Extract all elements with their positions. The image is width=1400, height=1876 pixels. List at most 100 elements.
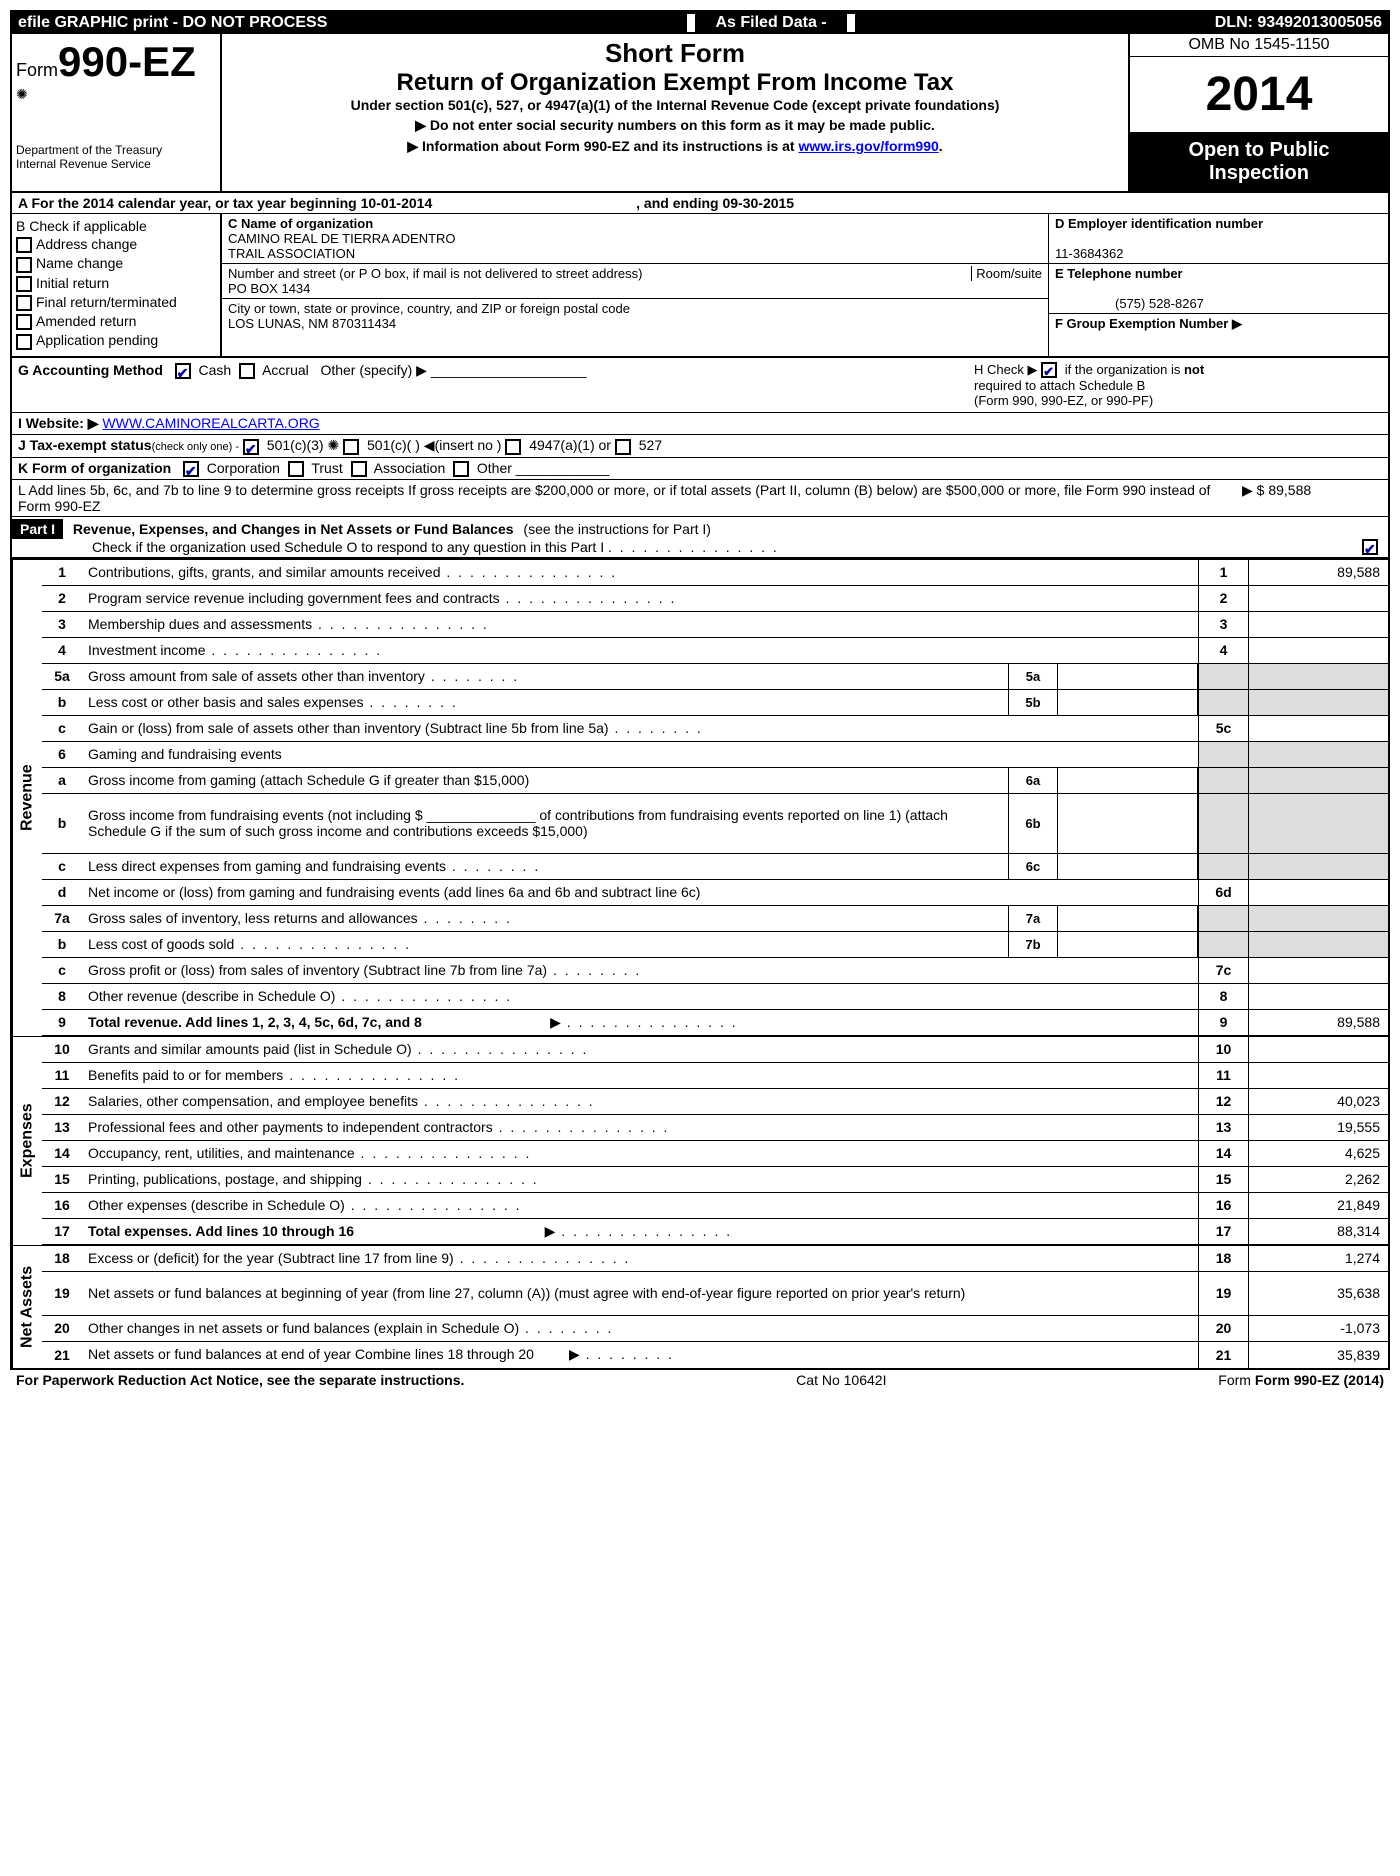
g-row: G Accounting Method Cash Accrual Other (… — [12, 358, 968, 413]
cb-assoc[interactable] — [351, 461, 367, 477]
line-5c: cGain or (loss) from sale of assets othe… — [42, 716, 1388, 742]
cb-initial[interactable]: Initial return — [16, 275, 216, 292]
expenses-section: Expenses 10Grants and similar amounts pa… — [12, 1036, 1388, 1245]
line-20: 20Other changes in net assets or fund ba… — [42, 1316, 1388, 1342]
line-14: 14Occupancy, rent, utilities, and mainte… — [42, 1141, 1388, 1167]
form-990ez: efile GRAPHIC print - DO NOT PROCESS As … — [10, 10, 1390, 1370]
notice-ssn: ▶ Do not enter social security numbers o… — [232, 117, 1118, 134]
org-name-1: CAMINO REAL DE TIERRA ADENTRO — [228, 231, 456, 246]
part1-title: Revenue, Expenses, and Changes in Net As… — [67, 519, 520, 539]
line-6a: aGross income from gaming (attach Schedu… — [42, 768, 1388, 794]
phone: (575) 528-8267 — [1115, 296, 1204, 311]
cb-cash[interactable] — [175, 363, 191, 379]
line-13: 13Professional fees and other payments t… — [42, 1115, 1388, 1141]
org-name-2: TRAIL ASSOCIATION — [228, 246, 355, 261]
cb-trust[interactable] — [288, 461, 304, 477]
line-2: 2Program service revenue including gover… — [42, 586, 1388, 612]
topbar-left: efile GRAPHIC print - DO NOT PROCESS — [18, 14, 327, 32]
line-7c: cGross profit or (loss) from sales of in… — [42, 958, 1388, 984]
topbar-mid: As Filed Data - — [687, 14, 854, 32]
cb-h[interactable] — [1041, 362, 1057, 378]
tax-year: 2014 — [1130, 57, 1388, 133]
line-9: 9Total revenue. Add lines 1, 2, 3, 4, 5c… — [42, 1010, 1388, 1036]
line-6d: dNet income or (loss) from gaming and fu… — [42, 880, 1388, 906]
part1-check: Check if the organization used Schedule … — [92, 539, 604, 555]
k-row: K Form of organization Corporation Trust… — [12, 458, 1388, 480]
line-6b: bGross income from fundraising events (n… — [42, 794, 1388, 854]
cb-4947[interactable] — [505, 439, 521, 455]
website-link[interactable]: WWW.CAMINOREALCARTA.ORG — [102, 415, 319, 431]
f-block: F Group Exemption Number ▶ — [1049, 314, 1388, 334]
cb-501c[interactable] — [343, 439, 359, 455]
col-c: C Name of organization CAMINO REAL DE TI… — [222, 214, 1048, 356]
notice-info: ▶ Information about Form 990-EZ and its … — [232, 138, 1118, 155]
netassets-section: Net Assets 18Excess or (deficit) for the… — [12, 1245, 1388, 1368]
j-row: J Tax-exempt status(check only one) - 50… — [12, 435, 1388, 457]
cb-accrual[interactable] — [239, 363, 255, 379]
col-b: B Check if applicable Address change Nam… — [12, 214, 222, 356]
footer-left: For Paperwork Reduction Act Notice, see … — [16, 1372, 464, 1388]
row-a: A For the 2014 calendar year, or tax yea… — [12, 193, 1388, 214]
line-6c: cLess direct expenses from gaming and fu… — [42, 854, 1388, 880]
rowa-pre: A For the 2014 calendar year, or tax yea… — [18, 195, 361, 211]
cb-name[interactable]: Name change — [16, 255, 216, 272]
line-21: 21Net assets or fund balances at end of … — [42, 1342, 1388, 1368]
part1-sub: (see the instructions for Part I) — [523, 521, 711, 537]
c-room-label: Room/suite — [971, 266, 1042, 281]
c-name-label: C Name of organization — [228, 216, 373, 231]
line-3: 3Membership dues and assessments3 — [42, 612, 1388, 638]
cb-501c3[interactable] — [243, 439, 259, 455]
header-right: OMB No 1545-1150 2014 Open to Public Ins… — [1128, 34, 1388, 191]
line-17: 17Total expenses. Add lines 10 through 1… — [42, 1219, 1388, 1245]
side-netassets: Net Assets — [12, 1246, 42, 1368]
cb-527[interactable] — [615, 439, 631, 455]
line-7a: 7aGross sales of inventory, less returns… — [42, 906, 1388, 932]
line-5b: bLess cost or other basis and sales expe… — [42, 690, 1388, 716]
b-title: B Check if applicable — [16, 218, 216, 234]
dept-treasury: Department of the Treasury — [16, 143, 216, 157]
topbar-right: DLN: 93492013005056 — [1215, 14, 1382, 32]
d-label: D Employer identification number — [1055, 216, 1263, 231]
header-center: Short Form Return of Organization Exempt… — [222, 34, 1128, 191]
l-text: L Add lines 5b, 6c, and 7b to line 9 to … — [18, 482, 1242, 514]
f-label: F Group Exemption Number ▶ — [1055, 316, 1242, 331]
org-city: LOS LUNAS, NM 870311434 — [228, 316, 396, 331]
c-city-block: City or town, state or province, country… — [222, 299, 1048, 333]
short-form-title: Short Form — [232, 38, 1118, 69]
open-public-1: Open to Public — [1136, 139, 1382, 162]
irs-link[interactable]: www.irs.gov/form990 — [798, 138, 938, 154]
i-row: I Website: ▶ WWW.CAMINOREALCARTA.ORG — [12, 413, 1388, 435]
c-name-block: C Name of organization CAMINO REAL DE TI… — [222, 214, 1048, 264]
i-label: I Website: ▶ — [18, 415, 99, 431]
line-15: 15Printing, publications, postage, and s… — [42, 1167, 1388, 1193]
cb-pending[interactable]: Application pending — [16, 332, 216, 349]
side-expenses: Expenses — [12, 1037, 42, 1245]
ein: 11-3684362 — [1055, 246, 1123, 261]
cb-address[interactable]: Address change — [16, 236, 216, 253]
cb-amended[interactable]: Amended return — [16, 313, 216, 330]
header-section: Form990-EZ ✺ Department of the Treasury … — [12, 34, 1388, 193]
l-val: $ 89,588 — [1257, 482, 1312, 498]
form-number: Form990-EZ — [16, 38, 216, 86]
k-label: K Form of organization — [18, 460, 171, 476]
gh-section: G Accounting Method Cash Accrual Other (… — [12, 358, 1388, 414]
notice2-post: . — [939, 138, 943, 154]
form-number-big: 990-EZ — [58, 38, 196, 85]
cb-corp[interactable] — [183, 461, 199, 477]
cb-other[interactable] — [453, 461, 469, 477]
irs-icon: ✺ — [16, 86, 216, 103]
l-row: L Add lines 5b, 6c, and 7b to line 9 to … — [12, 480, 1388, 517]
cb-scho[interactable] — [1362, 539, 1378, 555]
cb-final[interactable]: Final return/terminated — [16, 294, 216, 311]
line-16: 16Other expenses (describe in Schedule O… — [42, 1193, 1388, 1219]
c-street-block: Number and street (or P O box, if mail i… — [222, 264, 1048, 299]
section-bcdef: B Check if applicable Address change Nam… — [12, 214, 1388, 358]
h-row: H Check ▶ if the organization is not req… — [968, 358, 1388, 413]
line-18: 18Excess or (deficit) for the year (Subt… — [42, 1246, 1388, 1272]
rowa-mid: , and ending — [636, 195, 722, 211]
line-5a: 5aGross amount from sale of assets other… — [42, 664, 1388, 690]
footer-mid: Cat No 10642I — [796, 1372, 886, 1388]
line-11: 11Benefits paid to or for members11 — [42, 1063, 1388, 1089]
top-bar: efile GRAPHIC print - DO NOT PROCESS As … — [12, 12, 1388, 34]
line-10: 10Grants and similar amounts paid (list … — [42, 1037, 1388, 1063]
